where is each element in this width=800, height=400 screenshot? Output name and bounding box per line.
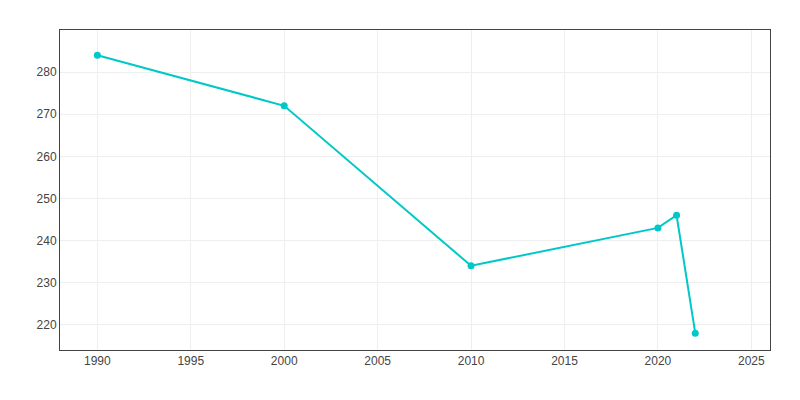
svg-text:2010: 2010: [458, 354, 485, 368]
svg-text:250: 250: [37, 192, 57, 206]
svg-text:2025: 2025: [738, 354, 765, 368]
svg-text:1995: 1995: [177, 354, 204, 368]
svg-text:280: 280: [37, 65, 57, 79]
svg-text:2020: 2020: [645, 354, 672, 368]
svg-text:2005: 2005: [364, 354, 391, 368]
svg-text:240: 240: [37, 234, 57, 248]
svg-text:270: 270: [37, 107, 57, 121]
svg-text:260: 260: [37, 150, 57, 164]
svg-text:220: 220: [37, 318, 57, 332]
svg-text:2015: 2015: [551, 354, 578, 368]
svg-text:2000: 2000: [271, 354, 298, 368]
svg-text:230: 230: [37, 276, 57, 290]
svg-text:1990: 1990: [84, 354, 111, 368]
